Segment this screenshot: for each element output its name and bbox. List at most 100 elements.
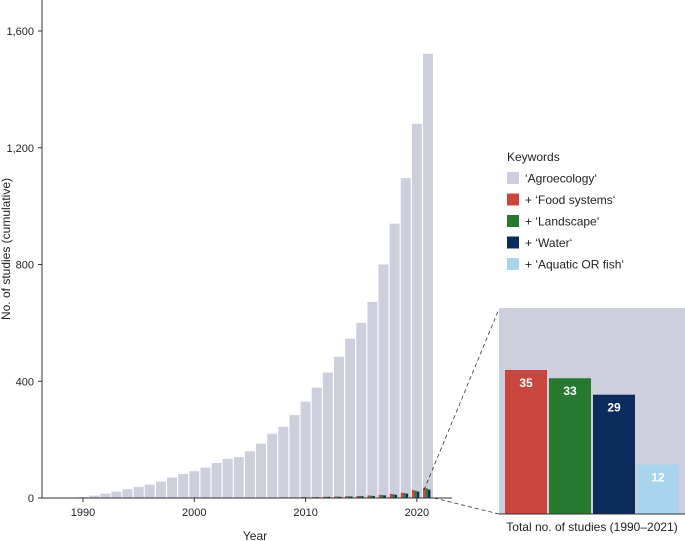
- bar-keyword-1-2014: [345, 496, 348, 498]
- bar-keyword-3-2016: [372, 495, 375, 498]
- bar-keyword-4-2018: [397, 496, 400, 498]
- bar-agroecology-2015: [356, 322, 367, 498]
- bar-keyword-2-2016: [369, 495, 373, 498]
- bar-agroecology-2000: [189, 471, 200, 498]
- bar-agroecology-2001: [200, 467, 211, 498]
- bar-agroecology-2003: [222, 458, 233, 498]
- legend-swatch-1: [507, 193, 519, 206]
- bar-keyword-2-2018: [392, 494, 395, 498]
- bar-keyword-2-2020: [414, 490, 417, 498]
- y-tick-label: 400: [16, 376, 34, 388]
- y-tick-label: 1,200: [6, 143, 34, 155]
- inset-bar-2: [593, 394, 635, 514]
- bar-agroecology-1993: [111, 491, 122, 498]
- inset-caption: Total no. of studies (1990–2021): [506, 520, 677, 534]
- bar-keyword-2-2013: [336, 496, 339, 498]
- bar-agroecology-2008: [278, 426, 289, 498]
- bar-keyword-1-2021: [423, 487, 426, 498]
- bar-agroecology-1991: [89, 495, 100, 498]
- axes: 0 400 800 1,200 1,600 1990 2000 2010 2020 Year No.…: [0, 0, 452, 541]
- bar-agroecology-2010: [300, 401, 311, 498]
- bar-agroecology-2020: [411, 123, 422, 498]
- inset-bar-label-2: 29: [607, 401, 621, 415]
- bar-keyword-4-2020: [419, 495, 422, 498]
- bar-agroecology-2016: [367, 301, 378, 498]
- connector-line-top: [423, 308, 500, 491]
- bar-keyword-1-2013: [333, 496, 337, 498]
- bar-keyword-4-2021: [430, 494, 433, 498]
- bar-agroecology-1995: [133, 486, 144, 498]
- bar-agroecology-2017: [378, 264, 389, 498]
- bar-agroecology-2011: [311, 387, 322, 498]
- inset-chart: 35 33 29 12 Total no. of studies (1990–2021): [499, 308, 685, 534]
- legend-swatch-0: [507, 172, 519, 184]
- bar-keyword-3-2015: [361, 496, 364, 498]
- main-bars: [78, 53, 434, 499]
- y-tick-label: 1,600: [6, 26, 34, 38]
- bar-agroecology-2005: [244, 451, 255, 498]
- legend-label-2: + ‘Landscape‘: [525, 215, 599, 229]
- bar-keyword-4-2019: [408, 496, 411, 498]
- bar-keyword-3-2012: [327, 496, 331, 498]
- bar-keyword-3-2013: [338, 496, 342, 498]
- bar-agroecology-1994: [122, 489, 133, 498]
- x-axis-title: Year: [243, 529, 267, 541]
- bar-keyword-1-2015: [356, 495, 359, 498]
- bar-keyword-1-2020: [411, 490, 415, 498]
- bar-keyword-2-2015: [358, 495, 362, 498]
- bar-agroecology-2012: [322, 372, 333, 498]
- bar-keyword-1-2019: [400, 492, 404, 498]
- x-tick-label: 1990: [71, 507, 95, 519]
- x-tick-label: 2000: [182, 507, 206, 519]
- legend-label-1: + ‘Food systems‘: [525, 193, 615, 207]
- legend-title: Keywords: [507, 150, 560, 164]
- bar-keyword-3-2020: [416, 491, 420, 498]
- inset-bar-label-0: 35: [519, 376, 533, 390]
- connector-line-bottom: [433, 497, 500, 515]
- bar-agroecology-1998: [167, 477, 178, 498]
- bar-keyword-1-2018: [389, 493, 393, 498]
- x-tick-label: 2020: [405, 507, 429, 519]
- bar-agroecology-2004: [233, 457, 244, 498]
- bar-keyword-1-2016: [367, 495, 370, 498]
- x-tick-label: 2010: [293, 507, 317, 519]
- bar-agroecology-1997: [155, 481, 166, 498]
- bar-agroecology-1999: [178, 474, 189, 498]
- inset-bar-label-3: 12: [651, 471, 665, 485]
- legend-label-0: ‘Agroecology‘: [525, 172, 597, 186]
- bar-agroecology-2006: [256, 443, 267, 498]
- bar-agroecology-2009: [289, 415, 300, 498]
- legend-swatch-4: [507, 258, 519, 270]
- legend-swatch-2: [507, 215, 519, 227]
- bar-keyword-3-2017: [383, 495, 386, 498]
- bar-keyword-3-2014: [350, 496, 353, 498]
- bar-keyword-2-2014: [347, 496, 351, 498]
- y-tick-label: 0: [28, 493, 34, 505]
- bar-agroecology-2019: [400, 178, 411, 499]
- bar-keyword-1-2017: [378, 494, 381, 498]
- bar-agroecology-2013: [333, 356, 344, 498]
- bar-keyword-3-2021: [428, 489, 431, 498]
- bar-keyword-3-2018: [394, 494, 398, 498]
- bar-agroecology-2018: [389, 223, 400, 498]
- bar-keyword-1-2012: [322, 496, 326, 498]
- bar-agroecology-1996: [144, 484, 155, 498]
- y-axis-title: No. of studies (cumulative): [0, 178, 13, 320]
- legend-swatch-3: [507, 236, 519, 249]
- inset-bar-0: [505, 370, 547, 514]
- inset-connector: [423, 308, 500, 515]
- y-tick-label: 800: [16, 260, 34, 272]
- bar-agroecology-2002: [211, 462, 222, 498]
- inset-bar-label-1: 33: [563, 384, 577, 398]
- bar-keyword-2-2021: [425, 488, 428, 498]
- bar-agroecology-1992: [100, 493, 111, 498]
- bar-agroecology-2021: [423, 53, 434, 499]
- inset-bar-1: [549, 378, 591, 514]
- bar-keyword-2-2019: [403, 493, 406, 498]
- legend-label-3: + ‘Water‘: [525, 236, 572, 250]
- legend: Keywords ‘Agroecology‘ + ‘Food systems‘ + ‘…: [507, 150, 624, 272]
- bar-agroecology-2007: [267, 433, 278, 498]
- inset-bar-3: [637, 464, 679, 514]
- bar-keyword-2-2017: [381, 495, 384, 498]
